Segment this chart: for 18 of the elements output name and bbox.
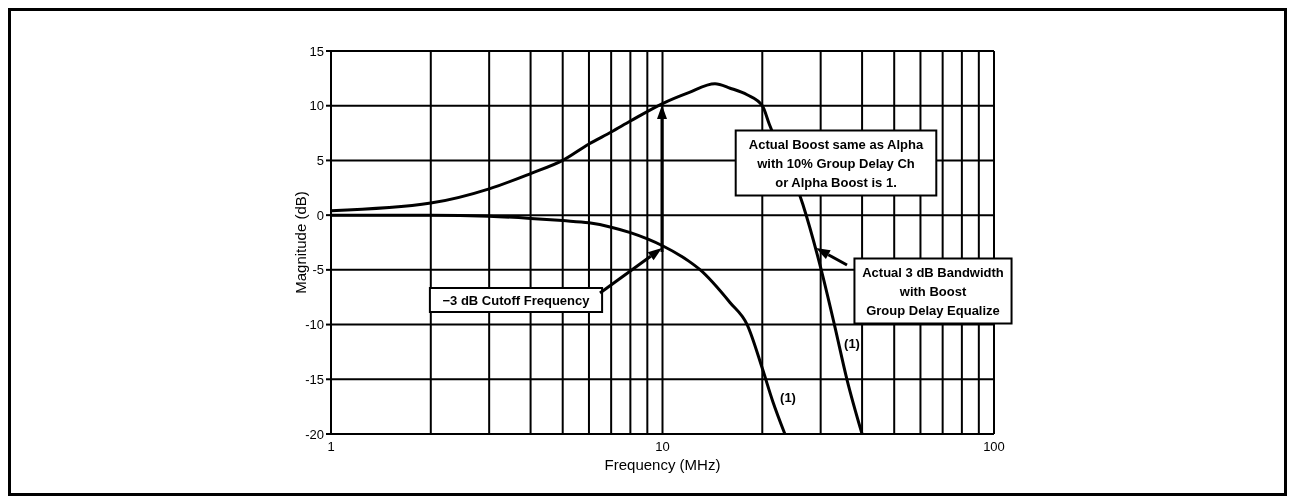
x-tick-label: 100	[983, 439, 1005, 455]
annotation: (1)	[844, 336, 860, 351]
y-tick-label: 10	[309, 98, 324, 114]
annotation: Actual Boost same as Alpha with 10% Group Delay Ch or Alpha Boost is 1.	[748, 137, 924, 190]
annotation: Actual 3 dB Bandwidth with Boost Group Delay Equalize	[862, 265, 1004, 318]
x-axis-title: Frequency (MHz)	[604, 456, 721, 473]
annotation: (1)	[780, 390, 796, 405]
annotation: −3 dB Cutoff Frequency	[442, 293, 591, 308]
y-tick-label: 5	[316, 153, 324, 169]
y-tick-label: -10	[305, 317, 324, 333]
y-tick-label: -20	[305, 426, 324, 442]
y-tick-label: -5	[312, 262, 324, 278]
y-tick-label: 15	[309, 43, 324, 59]
x-tick-label: 10	[655, 439, 670, 455]
y-tick-label: -15	[305, 371, 324, 387]
x-tick-label: 1	[327, 439, 335, 455]
y-axis-title: Magnitude (dB)	[292, 191, 310, 294]
y-tick-label: 0	[316, 207, 324, 223]
